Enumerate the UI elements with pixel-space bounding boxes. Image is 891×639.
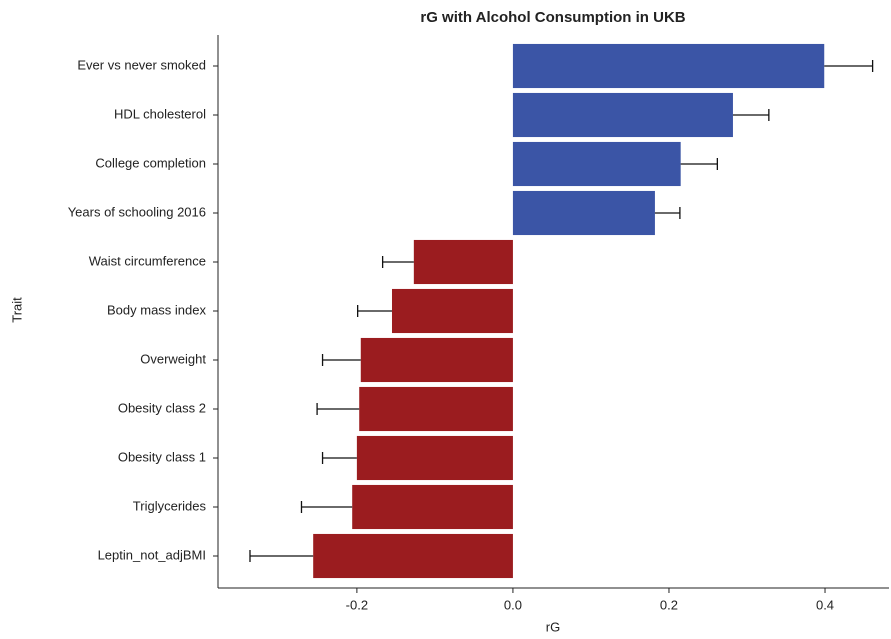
y-tick-label: Years of schooling 2016	[68, 204, 206, 219]
y-tick-label: Obesity class 2	[118, 400, 206, 415]
bar	[512, 190, 655, 236]
y-tick-label: Obesity class 1	[118, 449, 206, 464]
x-tick-label: 0.2	[660, 597, 678, 612]
y-tick-label: Body mass index	[107, 302, 206, 317]
y-axis-label: Trait	[9, 297, 24, 323]
bar	[391, 288, 513, 334]
bar	[352, 484, 513, 530]
bar	[356, 435, 513, 481]
bar	[413, 239, 513, 285]
y-tick-label: Waist circumference	[89, 253, 206, 268]
bar	[512, 92, 733, 138]
bar	[512, 141, 681, 187]
x-tick-label: 0.0	[504, 597, 522, 612]
y-tick-label: College completion	[95, 155, 206, 170]
bar	[512, 43, 825, 89]
bar	[359, 386, 513, 432]
x-tick-label: 0.4	[816, 597, 834, 612]
y-tick-label: Ever vs never smoked	[77, 57, 206, 72]
y-tick-label: HDL cholesterol	[114, 106, 206, 121]
y-tick-label: Overweight	[140, 351, 206, 366]
bar	[360, 337, 513, 383]
y-tick-label: Leptin_not_adjBMI	[98, 547, 206, 562]
x-tick-label: -0.2	[346, 597, 368, 612]
y-tick-label: Triglycerides	[133, 498, 207, 513]
x-axis-label: rG	[546, 619, 560, 634]
chart-title: rG with Alcohol Consumption in UKB	[420, 9, 685, 26]
bar	[313, 533, 513, 579]
